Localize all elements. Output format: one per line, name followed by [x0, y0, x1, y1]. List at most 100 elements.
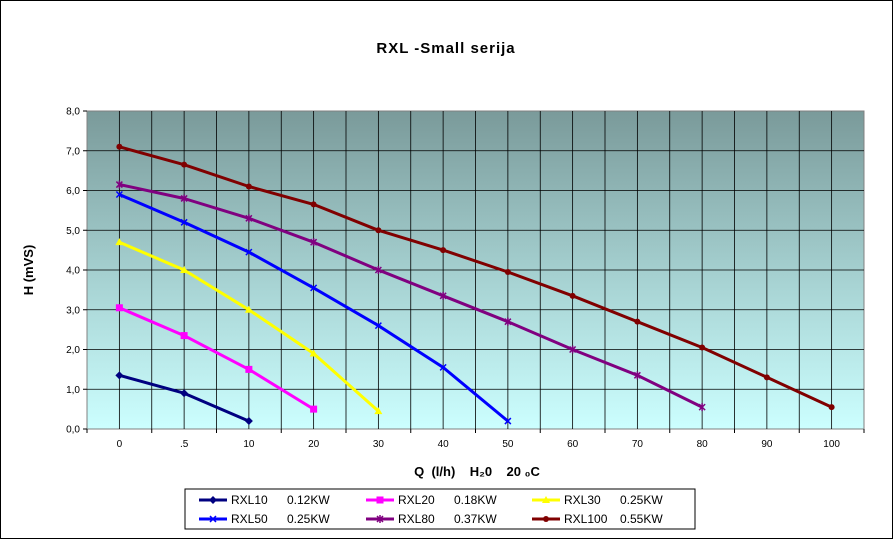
legend-label-rxl20: RXL20 — [398, 493, 435, 507]
legend-item-rxl100: RXL100 0.55KW — [532, 512, 663, 526]
legend-rxl30-marker — [542, 496, 550, 503]
x-tick-label: 10 — [243, 439, 255, 450]
series-point-rxl100-marker — [828, 404, 835, 411]
legend-item-rxl20: RXL20 0.18KW — [366, 493, 497, 507]
series-point-rxl50-marker — [180, 218, 188, 226]
series-point-rxl80-marker — [569, 345, 577, 354]
legend-rxl20-marker — [376, 496, 384, 504]
series-line-rxl80 — [119, 183, 703, 409]
series-point-rxl100-marker — [504, 268, 511, 275]
series-rxl10 — [115, 371, 253, 426]
series-line-rxl100 — [119, 145, 833, 409]
legend-label-rxl80: RXL80 — [398, 512, 435, 526]
series-point-rxl30-marker — [309, 349, 318, 357]
legend-item-rxl30: RXL30 0.25KW — [532, 493, 663, 507]
series-point-rxl50-marker — [374, 322, 382, 330]
series-point-rxl20-marker — [245, 365, 253, 373]
x-tick-label: 0 — [117, 439, 123, 450]
legend-rating-rxl30: 0.25KW — [620, 493, 663, 507]
x-tick-label: 50 — [502, 439, 514, 450]
legend-label-rxl100: RXL100 — [564, 512, 608, 526]
series-point-rxl80-marker — [633, 371, 641, 380]
legend: RXL10 0.12KW RXL20 0.18KW RXL30 0.25KW RXL50 0.… — [184, 488, 696, 530]
legend-label-rxl50: RXL50 — [231, 512, 268, 526]
x-tick-label: .5 — [180, 439, 189, 450]
x-tick-label: 60 — [567, 439, 579, 450]
series-point-rxl100-marker — [440, 247, 447, 254]
y-tick-label: 0,0 — [66, 425, 80, 436]
x-tick-label: 40 — [438, 439, 450, 450]
y-axis-ticks: 0,0 1,0 2,0 3,0 4,0 5,0 6,0 7,0 8,0 — [66, 107, 87, 436]
series-rxl50 — [115, 190, 512, 425]
legend-rxl100-marker — [543, 516, 549, 522]
y-tick-label: 5,0 — [66, 226, 80, 237]
series-point-rxl80-marker — [374, 266, 382, 274]
legend-rating-rxl20: 0.18KW — [454, 493, 497, 507]
series-rxl30 — [115, 238, 383, 415]
legend-rxl50-marker — [209, 515, 217, 523]
series-point-rxl100-marker — [116, 143, 123, 150]
legend-rxl10-marker — [209, 496, 217, 504]
series-point-rxl100-marker — [763, 374, 770, 381]
legend-label-rxl10: RXL10 — [231, 493, 268, 507]
x-tick-label: 100 — [823, 439, 840, 450]
series-point-rxl30-marker — [374, 407, 383, 415]
y-tick-label: 4,0 — [66, 266, 80, 277]
series-point-rxl100-marker — [181, 161, 188, 168]
y-tick-label: 1,0 — [66, 385, 80, 396]
series-point-rxl100-marker — [375, 227, 382, 234]
series-point-rxl50-marker — [504, 417, 512, 425]
x-tick-label: 20 — [308, 439, 320, 450]
legend-rating-rxl50: 0.25KW — [287, 512, 330, 526]
series-point-rxl80-marker — [245, 214, 253, 223]
series-point-rxl50-marker — [245, 248, 253, 256]
series-point-rxl10-marker — [180, 389, 189, 398]
series-group — [115, 143, 835, 426]
series-point-rxl100-marker — [634, 318, 641, 325]
x-axis-title: Q (l/h) H₂0 20 ₀C — [414, 464, 540, 479]
series-point-rxl80-marker — [698, 403, 706, 412]
series-line-rxl20 — [118, 306, 315, 411]
series-point-rxl80-marker — [310, 238, 318, 247]
x-tick-label: 80 — [697, 439, 709, 450]
chart-title: RXL -Small serija — [376, 40, 515, 57]
series-point-rxl20-marker — [115, 304, 123, 312]
series-point-rxl10-marker — [115, 371, 124, 380]
series-point-rxl10-marker — [244, 417, 253, 426]
series-point-rxl80-marker — [115, 180, 123, 189]
series-point-rxl50-marker — [439, 363, 447, 371]
y-tick-label: 7,0 — [66, 146, 80, 157]
legend-rating-rxl80: 0.37KW — [454, 512, 497, 526]
series-point-rxl50-marker — [115, 190, 123, 199]
series-point-rxl80-marker — [439, 291, 447, 300]
series-point-rxl100-marker — [569, 292, 576, 299]
series-point-rxl20-marker — [180, 332, 188, 340]
series-point-rxl100-marker — [310, 201, 317, 208]
legend-rating-rxl100: 0.55KW — [620, 512, 663, 526]
series-point-rxl50-marker — [310, 284, 318, 292]
series-point-rxl30-marker — [244, 305, 253, 313]
y-tick-label: 8,0 — [66, 107, 80, 118]
legend-item-rxl50: RXL50 0.25KW — [199, 512, 330, 526]
series-rxl100 — [116, 143, 835, 411]
x-tick-label: 90 — [761, 439, 773, 450]
y-axis-title: H (mVS) — [21, 245, 36, 296]
series-point-rxl100-marker — [699, 344, 706, 351]
x-tick-label: 30 — [373, 439, 385, 450]
series-point-rxl80-marker — [504, 317, 512, 326]
y-tick-label: 6,0 — [66, 186, 80, 197]
legend-item-rxl80: RXL80 0.37KW — [366, 512, 497, 526]
legend-label-rxl30: RXL30 — [564, 493, 601, 507]
legend-item-rxl10: RXL10 0.12KW — [199, 493, 330, 507]
series-point-rxl20-marker — [310, 405, 318, 413]
series-rxl80 — [115, 180, 706, 412]
y-tick-label: 2,0 — [66, 345, 80, 356]
x-tick-label: 70 — [632, 439, 644, 450]
series-point-rxl30-marker — [180, 266, 189, 273]
series-point-rxl30-marker — [115, 238, 124, 246]
legend-rating-rxl10: 0.12KW — [287, 493, 330, 507]
x-axis-ticks: 0 .5 10 20 30 40 50 60 70 80 90 100 — [86, 429, 865, 450]
series-point-rxl80-marker — [180, 194, 188, 203]
